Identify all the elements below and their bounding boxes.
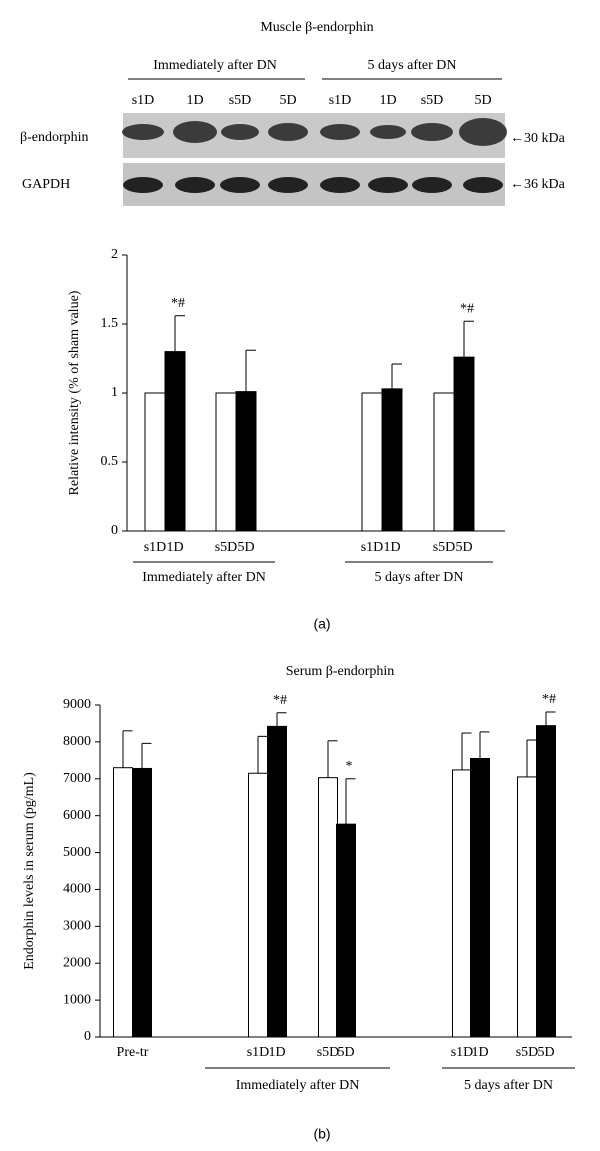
lane-label: 5D (474, 93, 491, 108)
chart-b: Serum β-endorphin Endorphin levels in ser… (22, 664, 575, 1142)
y-tick-label: 7000 (63, 771, 91, 786)
bar (144, 392, 166, 532)
y-tick-label: 0 (111, 523, 118, 538)
y-tick-label: 1.5 (101, 316, 119, 331)
panel-label: (b) (313, 1126, 330, 1142)
blot-group: 5 days after DN (367, 58, 456, 73)
x-tick-label: 5D (455, 540, 472, 555)
blot-band (370, 125, 406, 139)
panel-label: (a) (313, 616, 330, 632)
annotation: *# (460, 301, 474, 316)
x-tick-label: 1D (268, 1045, 285, 1060)
y-tick-label: 2 (111, 247, 118, 262)
bar (164, 351, 186, 532)
blot-band (220, 177, 260, 193)
bar (113, 767, 133, 1038)
annotation: *# (273, 693, 287, 708)
blot-band (320, 124, 360, 140)
annotation: * (346, 759, 353, 774)
x-tick-label: s1D (247, 1045, 270, 1060)
y-tick-label: 0 (84, 1029, 91, 1044)
y-tick-label: 6000 (63, 808, 91, 823)
blot-band (368, 177, 408, 193)
blot-row-label: GAPDH (22, 177, 70, 192)
bar (470, 757, 490, 1038)
x-tick-label: 5D (537, 1045, 554, 1060)
x-tick-label: s5D (215, 540, 238, 555)
bar (381, 388, 403, 532)
group-label: 5 days after DN (464, 1078, 553, 1093)
blot-band (175, 177, 215, 193)
blot-group: Immediately after DN (153, 58, 277, 73)
bar (336, 823, 356, 1038)
lane-label: s5D (229, 93, 252, 108)
y-tick-label: 3000 (63, 919, 91, 934)
bar (235, 391, 257, 532)
y-tick-label: 4000 (63, 882, 91, 897)
x-tick-label: s1D (451, 1045, 474, 1060)
lane-label: 5D (279, 93, 296, 108)
annotation: *# (542, 692, 556, 707)
y-tick-label: 9000 (63, 697, 91, 712)
bar (453, 356, 475, 532)
group-label: 5 days after DN (374, 570, 463, 585)
blot-marker: ←30 kDa (510, 131, 566, 146)
x-tick-label: s5D (317, 1045, 340, 1060)
bar (452, 769, 472, 1038)
y-tick-label: 0.5 (101, 454, 119, 469)
y-axis-label: Endorphin levels in serum (pg/mL) (22, 772, 37, 970)
x-tick-label: 1D (383, 540, 400, 555)
y-axis-label: Relative intensity (% of sham value) (67, 290, 82, 495)
bar (132, 767, 152, 1038)
lanes: s1D 1D s5D 5D s1D 1D s5D 5D (122, 93, 507, 193)
blot-band (122, 124, 164, 140)
blot-band (268, 177, 308, 193)
y-tick-label: 1 (111, 385, 118, 400)
blot-band (123, 177, 163, 193)
y-tick-label: 2000 (63, 955, 91, 970)
chart-title: Serum β-endorphin (286, 664, 395, 679)
lane-label: 1D (379, 93, 396, 108)
blot-band (459, 118, 507, 146)
lane-label: s5D (421, 93, 444, 108)
blot-band (173, 121, 217, 143)
x-tick-label: 5D (237, 540, 254, 555)
lane-label: s1D (329, 93, 352, 108)
blot-title: Muscle β-endorphin (260, 20, 373, 35)
x-tick-label: s1D (361, 540, 384, 555)
bar (248, 772, 268, 1038)
bar (267, 725, 287, 1038)
lane-label: 1D (186, 93, 203, 108)
y-tick-label: 5000 (63, 845, 91, 860)
bar (318, 777, 338, 1038)
blot-band (412, 177, 452, 193)
y-tick-label: 8000 (63, 734, 91, 749)
group-label: Pre-tr (117, 1045, 149, 1060)
blot-band (221, 124, 259, 140)
blot-band (268, 123, 308, 141)
blot-band (320, 177, 360, 193)
x-tick-label: 5D (337, 1045, 354, 1060)
bar (536, 725, 556, 1038)
blot-row-label: β-endorphin (20, 130, 89, 145)
blot-marker: ←36 kDa (510, 177, 566, 192)
chart-a: Relative intensity (% of sham value) (a) 0… (67, 247, 505, 632)
bar (433, 392, 455, 532)
x-tick-label: 1D (166, 540, 183, 555)
bar (361, 392, 383, 532)
group-label: Immediately after DN (142, 570, 266, 585)
lane-label: s1D (132, 93, 155, 108)
bar (517, 776, 537, 1038)
x-tick-label: 1D (471, 1045, 488, 1060)
group-label: Immediately after DN (236, 1078, 360, 1093)
blot-band (411, 123, 453, 141)
x-tick-label: s5D (516, 1045, 539, 1060)
x-tick-label: s1D (144, 540, 167, 555)
x-tick-label: s5D (433, 540, 456, 555)
annotation: *# (171, 296, 185, 311)
y-tick-label: 1000 (63, 992, 91, 1007)
blot-band (463, 177, 503, 193)
bar (215, 392, 237, 532)
